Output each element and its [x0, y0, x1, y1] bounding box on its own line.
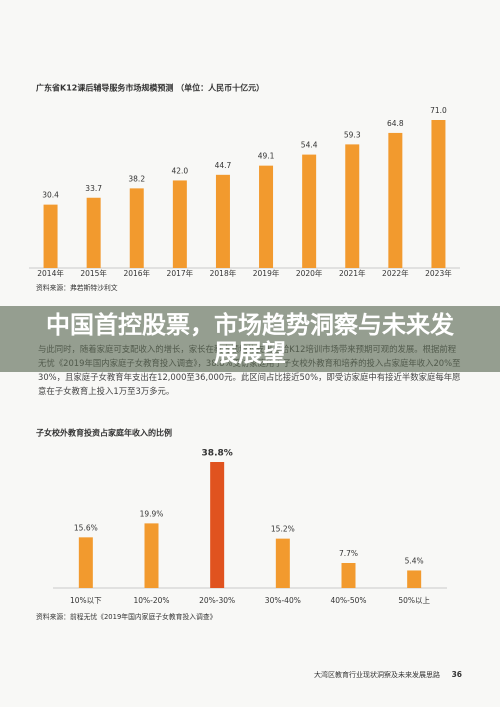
- x-tick-label: 50%以上: [398, 596, 430, 605]
- value-label: 7.7%: [339, 549, 358, 558]
- bar: [215, 174, 230, 268]
- bar: [43, 204, 58, 268]
- x-tick-label: 20%-30%: [199, 596, 235, 605]
- banner-title: 中国首控股票，市场趋势洞察与未来发展展望: [46, 311, 454, 367]
- x-tick-label: 2022年: [382, 268, 409, 278]
- bar: [259, 165, 274, 268]
- bar: [86, 197, 101, 268]
- value-label: 71.0: [430, 106, 447, 115]
- bar: [78, 537, 93, 588]
- source: 资料来源：前程无忧《2019年国内家庭子女教育投入调查》: [36, 612, 216, 621]
- x-tick-label: 40%-50%: [330, 596, 366, 605]
- x-tick-label: 2016年: [123, 268, 150, 278]
- page-number: 36: [452, 670, 462, 679]
- value-label: 38.2: [128, 174, 145, 183]
- x-tick-label: 2017年: [167, 268, 194, 278]
- x-tick-label: 10%以下: [70, 596, 102, 605]
- value-label: 49.1: [258, 152, 275, 161]
- x-tick-label: 10%-20%: [133, 596, 169, 605]
- chart-title: 子女校外教育投资占家庭年收入的比例: [36, 428, 172, 438]
- value-label: 15.6%: [74, 523, 98, 532]
- x-tick-label: 30%-40%: [265, 596, 301, 605]
- bar: [172, 180, 187, 268]
- source: 资料来源：弗若斯特沙利文: [36, 283, 118, 292]
- value-label: 30.4: [42, 191, 59, 200]
- x-tick-label: 2015年: [80, 268, 107, 278]
- value-label: 33.7: [85, 184, 102, 193]
- value-label: 54.4: [301, 141, 318, 150]
- bar: [341, 562, 356, 588]
- bar: [302, 154, 317, 268]
- chart-title: 广东省K12课后辅导服务市场规模预测 （单位：人民币十亿元）: [36, 83, 264, 93]
- x-tick-label: 2014年: [37, 268, 64, 278]
- bar: [144, 523, 159, 588]
- value-label: 15.2%: [271, 525, 295, 534]
- bar: [210, 462, 225, 588]
- bar: [407, 570, 422, 588]
- bar: [431, 120, 446, 268]
- banner: 中国首控股票，市场趋势洞察与未来发展展望: [0, 306, 500, 372]
- x-tick-label: 2018年: [210, 268, 237, 278]
- bar: [345, 144, 360, 268]
- value-label: 44.7: [215, 161, 232, 170]
- bar: [129, 188, 144, 268]
- bar: [275, 538, 290, 588]
- footer-text: 大湾区教育行业现状洞察及未来发展思路: [314, 670, 440, 679]
- x-tick-label: 2023年: [425, 268, 452, 278]
- x-tick-label: 2019年: [253, 268, 280, 278]
- value-label: 38.8%: [202, 449, 233, 459]
- x-tick-label: 2020年: [296, 268, 323, 278]
- value-label: 64.8: [387, 119, 404, 128]
- value-label: 19.9%: [140, 509, 164, 518]
- value-label: 42.0: [171, 166, 188, 175]
- value-label: 59.3: [344, 130, 361, 139]
- x-tick-label: 2021年: [339, 268, 366, 278]
- value-label: 5.4%: [405, 556, 424, 565]
- bar: [388, 132, 403, 268]
